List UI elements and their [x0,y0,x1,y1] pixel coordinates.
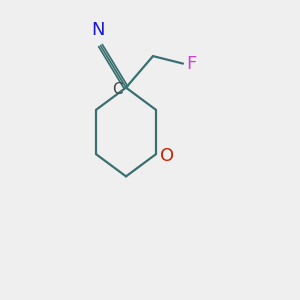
Text: O: O [160,147,174,165]
Text: C: C [112,82,122,97]
Text: N: N [91,21,105,39]
Text: F: F [187,55,197,73]
